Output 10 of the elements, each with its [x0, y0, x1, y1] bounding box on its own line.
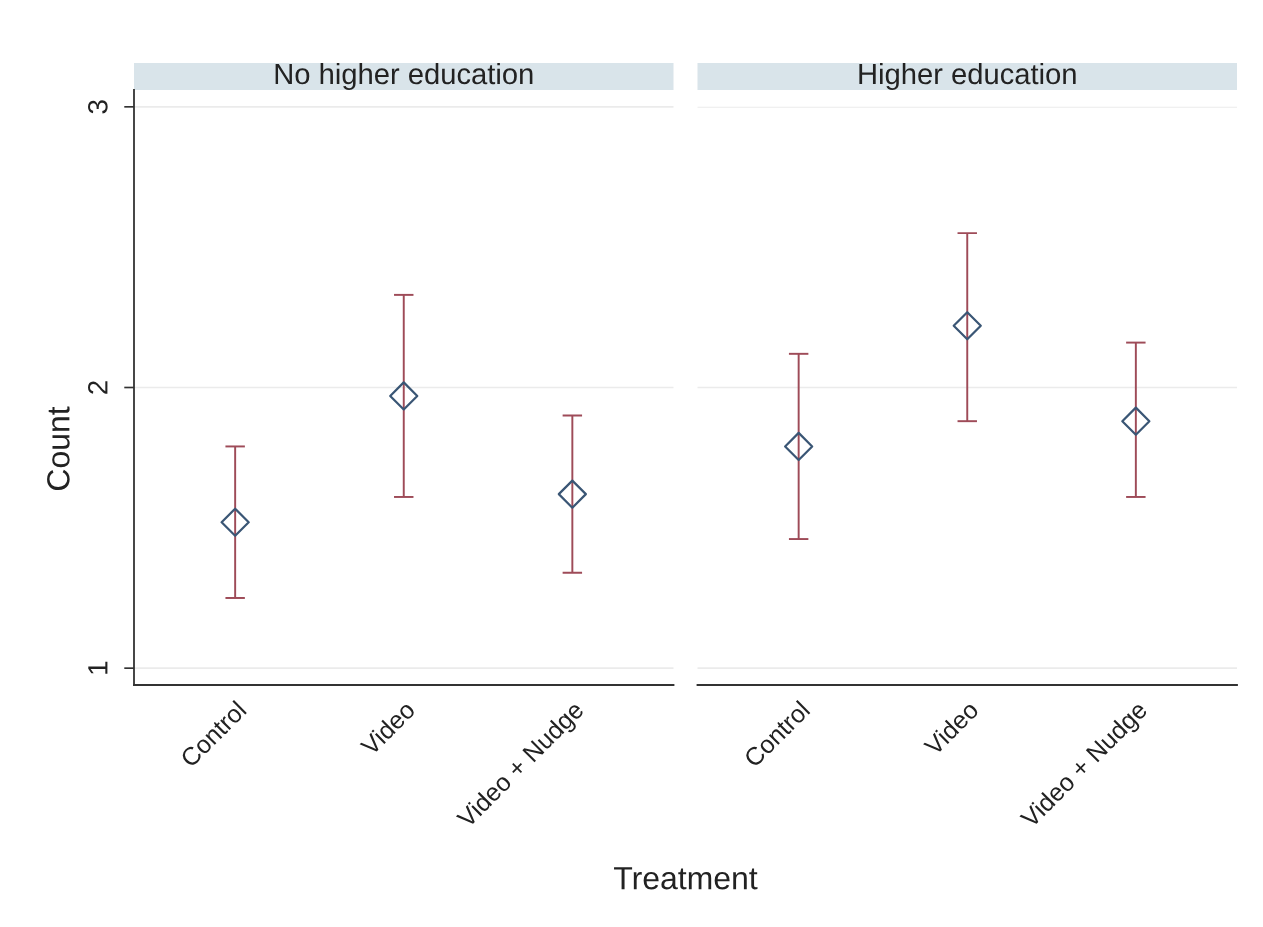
chart-title: Higher education	[859, 62, 1076, 91]
x-axis-title: Treatment	[614, 867, 758, 890]
point	[389, 381, 419, 411]
point	[220, 507, 250, 537]
point	[557, 479, 587, 509]
y-tick-label: 2	[88, 381, 108, 394]
y-tick-label: 1	[88, 661, 108, 674]
y-tick-label: 3	[88, 100, 108, 114]
y-axis-title: Count	[47, 406, 70, 490]
chart-title: No higher education	[275, 62, 533, 91]
